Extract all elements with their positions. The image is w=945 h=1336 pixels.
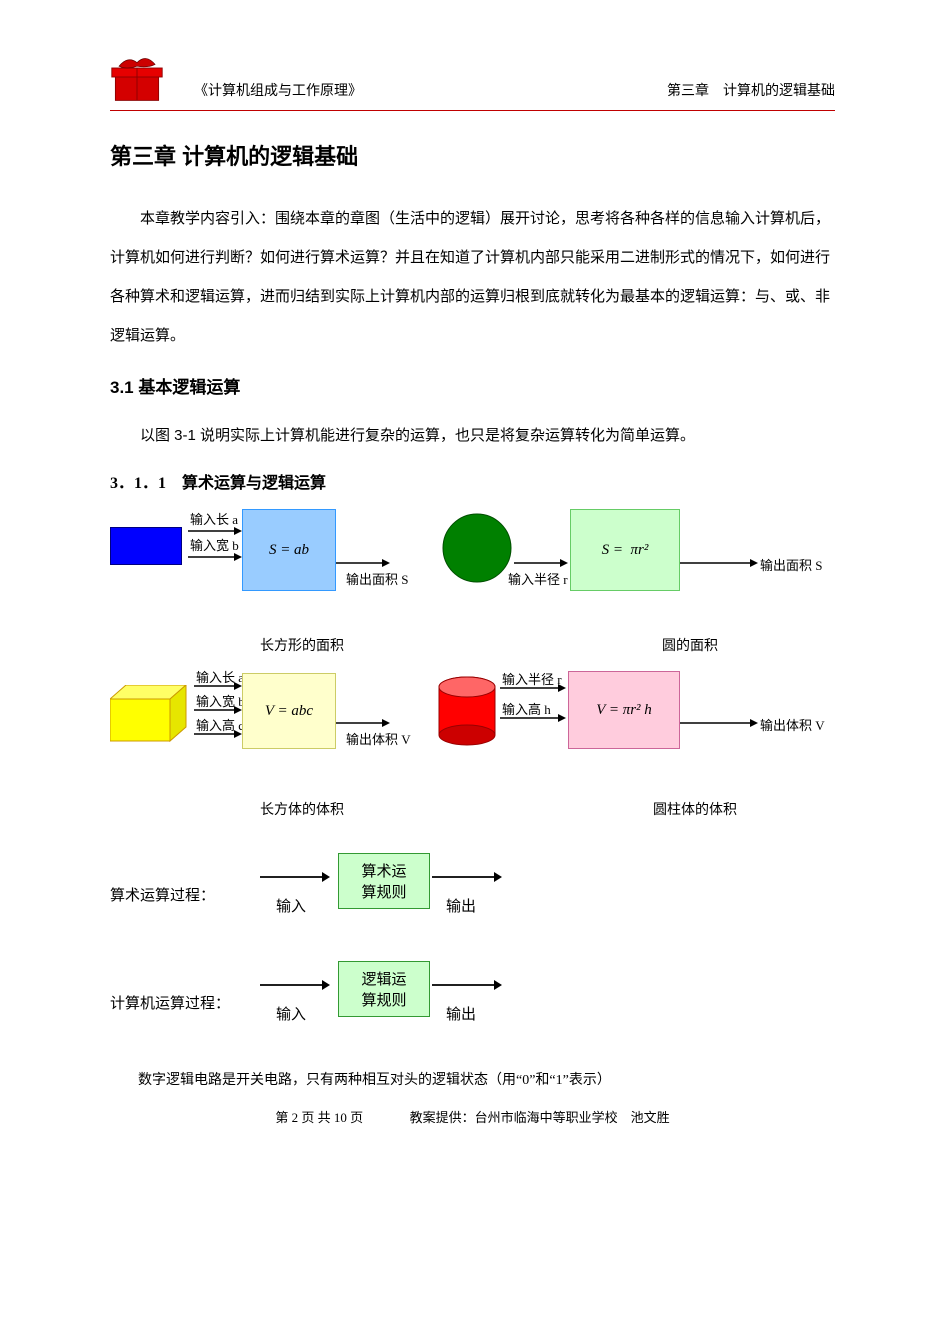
cuboid-shape-icon xyxy=(110,685,192,743)
formula-prefix: S = xyxy=(602,542,627,558)
label-output-s1: 输出面积 S xyxy=(346,569,408,588)
formula-box-rect-area: S = ab xyxy=(242,509,336,591)
formula-box-cuboid: V = abc xyxy=(242,673,336,749)
chapter-ref: 第三章 计算机的逻辑基础 xyxy=(667,80,835,100)
arrow-icon xyxy=(336,557,390,569)
label-input-a2: 输入长 a xyxy=(196,667,244,686)
logic-box-line1: 逻辑运 xyxy=(361,968,406,989)
arith-process-label: 算术运算过程： xyxy=(110,884,260,905)
arrow-icon xyxy=(260,979,330,991)
label-output-v1: 输出体积 V xyxy=(346,729,411,748)
logic-box-line2: 算规则 xyxy=(361,989,406,1010)
label-input-a: 输入长 a xyxy=(190,509,238,528)
section-3-1-text: 以图 3-1 说明实际上计算机能进行复杂的运算，也只是将复杂运算转化为简单运算。 xyxy=(110,416,835,455)
arrow-icon xyxy=(336,717,390,729)
caption-circle-area: 圆的面积 xyxy=(615,635,765,655)
arith-box-line2: 算规则 xyxy=(361,881,406,902)
arrow-icon xyxy=(432,871,502,883)
label-input-b2: 输入宽 b xyxy=(196,691,245,710)
formula-box-circle-area: S = πr² xyxy=(570,509,680,591)
formula-body: πr² xyxy=(631,542,649,558)
logic-out-label: 输出 xyxy=(446,1003,476,1024)
formula-cuboid: V = abc xyxy=(265,703,313,720)
page-footer: 第 2 页 共 10 页 教案提供：台州市临海中等职业学校 池文胜 xyxy=(110,1107,835,1126)
circle-shape-icon xyxy=(440,511,514,585)
formula-rect-area: S = ab xyxy=(269,542,309,559)
caption-rect-area: 长方形的面积 xyxy=(242,635,362,655)
arith-process-row: 算术运算过程： 输入 算术运 算规则 输出 xyxy=(110,849,835,939)
arrow-icon xyxy=(432,979,502,991)
logo-icon xyxy=(110,50,164,104)
label-output-v2: 输出体积 V xyxy=(760,715,825,734)
diagram-row-1: 输入长 a 输入宽 b S = ab 输出面积 S 输入半径 r S = πr² xyxy=(110,505,835,655)
logic-process-row: 计算机运算过程： 输入 逻辑运 算规则 输出 xyxy=(110,957,835,1047)
arith-box-line1: 算术运 xyxy=(361,860,406,881)
logic-rule-box: 逻辑运 算规则 xyxy=(338,961,430,1017)
section-3-1-heading: 3.1 基本逻辑运算 xyxy=(110,373,835,398)
arrow-icon xyxy=(680,717,758,729)
arith-in-label: 输入 xyxy=(276,895,306,916)
diagram-row-2: 输入长 a 输入宽 b 输入高 c V = abc 输出体积 V 输入半径 r xyxy=(110,669,835,819)
formula-cylinder: V = πr² h xyxy=(596,702,652,719)
caption-cylinder: 圆柱体的体积 xyxy=(615,799,775,819)
label-output-s2: 输出面积 S xyxy=(760,555,822,574)
page: 《计算机组成与工作原理》 第三章 计算机的逻辑基础 第三章 计算机的逻辑基础 本… xyxy=(0,0,945,1166)
section-3-1-1-heading: 3．1．1 算术运算与逻辑运算 xyxy=(110,469,835,493)
logic-in-label: 输入 xyxy=(276,1003,306,1024)
arrow-icon xyxy=(260,871,330,883)
page-header: 《计算机组成与工作原理》 第三章 计算机的逻辑基础 xyxy=(110,50,835,111)
footer-paragraph: 数字逻辑电路是开关电路，只有两种相互对头的逻辑状态（用“0”和“1”表示） xyxy=(110,1069,835,1089)
label-input-r2: 输入半径 r xyxy=(502,669,562,688)
arrow-icon xyxy=(514,557,568,569)
formula-box-cylinder: V = πr² h xyxy=(568,671,680,749)
arith-rule-box: 算术运 算规则 xyxy=(338,853,430,909)
intro-paragraph: 本章教学内容引入：围绕本章的章图（生活中的逻辑）展开讨论，思考将各种各样的信息输… xyxy=(110,199,835,355)
caption-cuboid: 长方体的体积 xyxy=(242,799,362,819)
rectangle-shape-icon xyxy=(110,527,182,565)
cylinder-shape-icon xyxy=(436,675,498,747)
header-text: 《计算机组成与工作原理》 第三章 计算机的逻辑基础 xyxy=(194,80,835,104)
book-title: 《计算机组成与工作原理》 xyxy=(194,80,362,100)
formula-circle-area: S = πr² xyxy=(602,542,649,559)
arith-out-label: 输出 xyxy=(446,895,476,916)
credit: 教案提供：台州市临海中等职业学校 池文胜 xyxy=(410,1110,670,1125)
arrow-icon xyxy=(680,557,758,569)
label-input-h: 输入高 h xyxy=(502,699,551,718)
label-input-r: 输入半径 r xyxy=(508,569,568,588)
label-input-c: 输入高 c xyxy=(196,715,244,734)
label-input-b: 输入宽 b xyxy=(190,535,239,554)
logic-process-label: 计算机运算过程： xyxy=(110,992,260,1013)
page-number: 第 2 页 共 10 页 xyxy=(275,1110,363,1125)
chapter-title: 第三章 计算机的逻辑基础 xyxy=(110,139,835,171)
